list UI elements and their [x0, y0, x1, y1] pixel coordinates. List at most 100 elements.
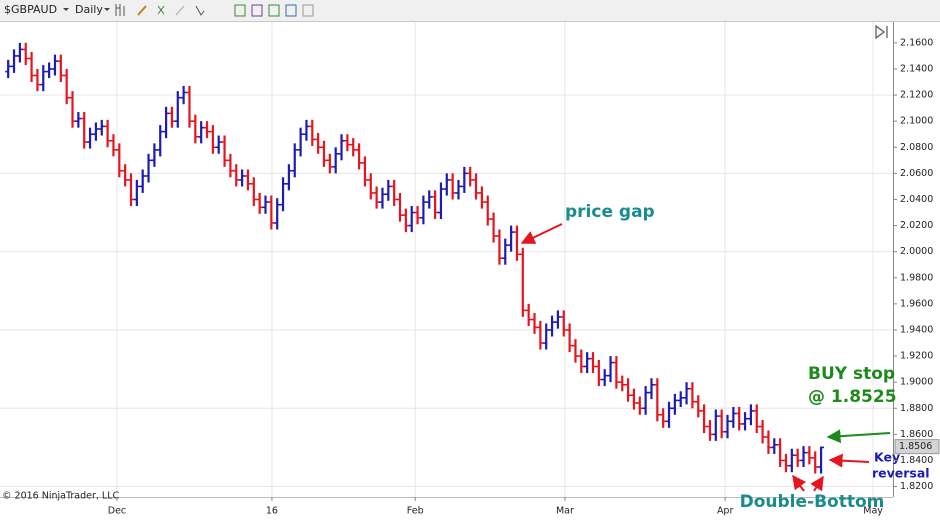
- ohlc-bar: [51, 54, 58, 76]
- ohlc-bar: [496, 229, 503, 265]
- ohlc-bar: [490, 212, 497, 243]
- scroll-end-button[interactable]: [875, 24, 888, 40]
- ohlc-bar: [122, 164, 129, 187]
- ohlc-bar: [467, 166, 474, 187]
- ohlc-bar: [186, 85, 193, 128]
- ohlc-bar: [303, 119, 310, 141]
- ohlc-bar: [759, 420, 766, 444]
- ohlc-bar: [361, 156, 368, 187]
- ohlc-bar: [92, 122, 99, 141]
- ohlc-bar: [274, 198, 281, 230]
- ohlc-bar: [379, 187, 386, 209]
- y-tick-label: 2.1400: [900, 63, 933, 74]
- ohlc-bar: [320, 140, 327, 167]
- ohlc-bar: [502, 238, 509, 265]
- ohlc-bar: [315, 132, 322, 154]
- ohlc-bar: [356, 143, 363, 170]
- ohlc-bar: [712, 409, 719, 441]
- dropdown-icon[interactable]: [63, 8, 69, 11]
- ohlc-bar: [397, 192, 404, 222]
- ohlc-bar: [706, 420, 713, 441]
- ohlc-bar: [788, 448, 795, 473]
- ohlc-bar: [46, 62, 53, 79]
- annotation: @ 1.8525: [808, 387, 897, 407]
- ohlc-bar: [677, 391, 684, 407]
- plot-area: [0, 22, 893, 497]
- ohlc-bar: [57, 54, 64, 83]
- ohlc-bar: [519, 247, 526, 317]
- ohlc-bar: [560, 310, 567, 337]
- ohlc-bar: [40, 65, 47, 92]
- ohlc-bar: [402, 208, 409, 233]
- ohlc-bar: [116, 143, 123, 178]
- ohlc-bar: [724, 414, 731, 439]
- ohlc-bar: [309, 119, 316, 146]
- ohlc-bar: [297, 127, 304, 157]
- ohlc-bar: [426, 190, 433, 209]
- ohlc-bar: [549, 315, 556, 337]
- ohlc-bar: [683, 382, 690, 405]
- ohlc-bar: [174, 91, 181, 128]
- toolbar-icons[interactable]: [115, 4, 314, 17]
- ohlc-bar: [671, 393, 678, 415]
- ohlc-bar: [589, 352, 596, 374]
- ohlc-bar: [578, 349, 585, 374]
- ohlc-bar: [391, 179, 398, 206]
- ohlc-bar: [625, 378, 632, 402]
- ohlc-bar: [204, 121, 211, 139]
- ohlc-bar: [782, 453, 789, 473]
- ohlc-bar: [753, 404, 760, 434]
- ohlc-bar: [648, 378, 655, 400]
- ohlc-bar: [701, 404, 708, 434]
- annotation: price gap: [565, 202, 655, 222]
- arrow: [792, 474, 807, 492]
- ohlc-bar: [742, 412, 749, 431]
- y-tick-label: 2.1000: [900, 116, 933, 127]
- ohlc-bar: [584, 352, 591, 374]
- ohlc-bar: [537, 320, 544, 350]
- ohlc-bar: [525, 303, 532, 327]
- ohlc-bar: [157, 125, 164, 157]
- ohlc-bar: [601, 369, 608, 387]
- ohlc-bar: [718, 409, 725, 439]
- interval[interactable]: Daily: [75, 3, 103, 16]
- ohlc-bar: [747, 404, 754, 426]
- ohlc-bar: [127, 173, 134, 206]
- ohlc-bar: [28, 52, 35, 83]
- ohlc-bar: [133, 179, 140, 206]
- ohlc-bar: [87, 127, 94, 149]
- ohlc-bar: [250, 177, 257, 206]
- ohlc-bar: [280, 177, 287, 212]
- ohlc-bar: [180, 85, 187, 105]
- ohlc-bar: [595, 359, 602, 387]
- ohlc-bar: [777, 438, 784, 467]
- y-tick-label: 1.8400: [900, 455, 933, 466]
- ohlc-bar: [198, 121, 205, 144]
- ohlc-bar: [233, 164, 240, 187]
- ohlc-bar: [818, 446, 825, 474]
- ohlc-bar: [473, 173, 480, 200]
- ohlc-bar: [432, 190, 439, 220]
- ohlc-bar: [765, 430, 772, 454]
- y-tick-label: 1.8600: [900, 429, 933, 440]
- ohlc-bar: [531, 313, 538, 334]
- arrow: [810, 475, 824, 492]
- y-tick-label: 1.9800: [900, 272, 933, 283]
- ohlc-bar: [75, 112, 82, 128]
- y-tick-label: 1.9600: [900, 298, 933, 309]
- ohlc-bar: [163, 106, 170, 139]
- y-tick-label: 1.8200: [900, 481, 933, 492]
- arrow: [828, 453, 870, 468]
- symbol[interactable]: $GBPAUD: [4, 3, 57, 16]
- ohlc-bar: [151, 143, 158, 167]
- ohlc-bar: [543, 323, 550, 350]
- ohlc-bar: [16, 42, 23, 63]
- ohlc-bar: [461, 166, 468, 193]
- ohlc-bar: [478, 186, 485, 209]
- dropdown-icon[interactable]: [104, 8, 110, 11]
- ohlc-bar: [800, 446, 807, 467]
- y-tick-label: 1.9000: [900, 377, 933, 388]
- ohlc-bar: [420, 195, 427, 225]
- ohlc-bar: [338, 134, 345, 161]
